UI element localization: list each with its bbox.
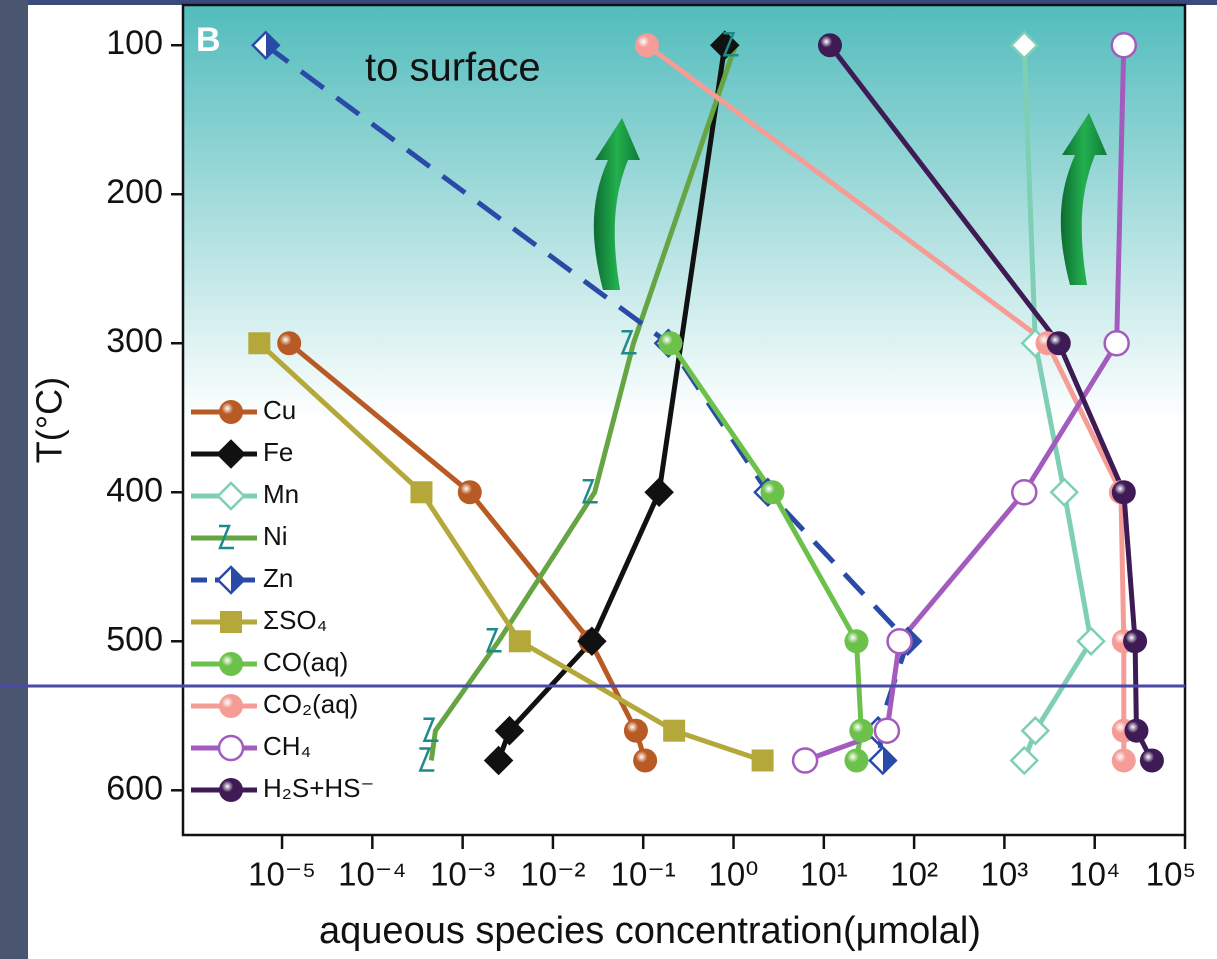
- marker: [1009, 745, 1040, 776]
- marker: [219, 694, 243, 718]
- legend-label: Zn: [263, 563, 293, 593]
- marker: [1076, 626, 1106, 657]
- side-strip: [0, 0, 28, 959]
- x-tick-label: 10¹: [800, 856, 848, 893]
- marker: [577, 626, 607, 657]
- marker: [457, 480, 482, 505]
- marker: [658, 331, 683, 356]
- x-tick-label: 10⁻¹: [611, 856, 676, 893]
- marker: [620, 330, 637, 355]
- marker: [248, 332, 271, 355]
- marker: [1020, 715, 1051, 746]
- marker: [1111, 748, 1136, 773]
- annotation: to surface: [365, 46, 541, 90]
- marker: [219, 400, 243, 424]
- marker: [1111, 480, 1136, 505]
- marker: [886, 628, 913, 655]
- marker: [663, 719, 686, 742]
- marker: [220, 611, 242, 633]
- marker: [868, 745, 898, 776]
- x-tick-label: 10⁴: [1069, 856, 1120, 893]
- y-tick-label: 100: [106, 24, 163, 62]
- x-axis-title: aqueous species concentration(μmolal): [319, 910, 981, 952]
- marker: [1123, 629, 1148, 654]
- marker: [844, 748, 869, 773]
- legend-label: Mn: [263, 479, 299, 509]
- marker: [844, 629, 869, 654]
- marker: [1046, 331, 1071, 356]
- series-line: [428, 44, 738, 761]
- plot-layer: [171, 30, 1187, 849]
- panel-label: B: [196, 21, 221, 59]
- marker: [760, 480, 785, 505]
- legend-label: Fe: [263, 437, 293, 467]
- marker: [633, 748, 658, 773]
- x-tick-label: 10⁻³: [430, 856, 495, 893]
- x-tick-label: 10⁰: [709, 856, 759, 893]
- legend-label: ΣSO₄: [263, 605, 327, 635]
- marker: [508, 630, 531, 653]
- marker: [1110, 31, 1138, 59]
- marker: [219, 778, 243, 802]
- marker: [791, 747, 819, 774]
- legend-label: CH₄: [263, 731, 311, 761]
- marker: [216, 565, 246, 595]
- marker: [817, 33, 842, 58]
- legend-label: H₂S+HS⁻: [263, 773, 374, 803]
- x-tick-label: 10⁻²: [520, 856, 585, 893]
- marker: [485, 628, 502, 653]
- legend-label: CO₂(aq): [263, 689, 358, 719]
- marker: [494, 715, 525, 746]
- x-tick-label: 10⁻⁴: [338, 856, 406, 893]
- marker: [217, 734, 245, 762]
- marker: [410, 481, 433, 504]
- marker: [1124, 718, 1149, 743]
- y-tick-label: 400: [106, 471, 163, 509]
- y-tick-label: 200: [106, 173, 163, 211]
- marker: [623, 718, 648, 743]
- marker: [751, 749, 774, 772]
- marker: [219, 652, 243, 676]
- marker: [218, 524, 234, 550]
- marker: [216, 439, 246, 469]
- marker: [216, 481, 246, 511]
- marker: [634, 33, 659, 58]
- y-axis-title: T(°C): [29, 377, 70, 463]
- plot-background: [183, 5, 1185, 835]
- legend-label: CO(aq): [263, 647, 348, 677]
- y-tick-label: 600: [106, 769, 163, 807]
- plot-frame: [181, 3, 1187, 837]
- marker: [250, 30, 281, 61]
- x-tick-label: 10²: [890, 856, 938, 893]
- marker: [483, 745, 514, 776]
- marker: [873, 717, 901, 744]
- arrow: [1060, 113, 1107, 285]
- x-tick-label: 10³: [981, 856, 1029, 893]
- x-tick-label: 10⁵: [1146, 856, 1196, 893]
- legend-label: Ni: [263, 521, 288, 551]
- marker: [422, 717, 439, 742]
- arrow: [593, 118, 640, 290]
- marker: [1011, 479, 1038, 506]
- marker: [849, 718, 874, 743]
- marker: [581, 479, 598, 504]
- marker: [1049, 477, 1080, 508]
- marker: [722, 31, 739, 57]
- x-tick-label: 10⁻⁵: [248, 856, 316, 893]
- y-tick-label: 500: [106, 620, 163, 658]
- marker: [418, 747, 435, 772]
- marker: [277, 331, 302, 356]
- marker: [1103, 330, 1130, 357]
- y-tick-label: 300: [106, 322, 163, 360]
- marker: [1009, 30, 1040, 61]
- legend-label: Cu: [263, 395, 296, 425]
- marker: [1139, 748, 1164, 773]
- marker: [644, 477, 674, 508]
